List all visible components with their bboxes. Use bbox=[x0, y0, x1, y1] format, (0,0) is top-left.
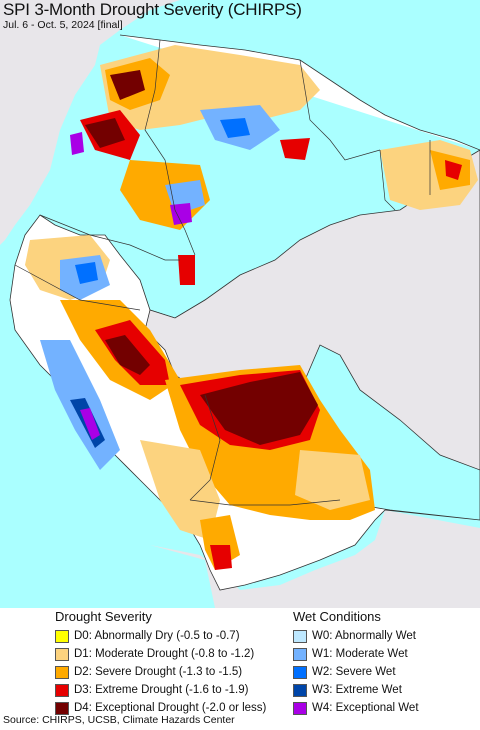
page-title: SPI 3-Month Drought Severity (CHIRPS) bbox=[3, 0, 302, 19]
wet-label: W0: Abnormally Wet bbox=[312, 630, 416, 642]
drought-legend-item: D0: Abnormally Dry (-0.5 to -0.7) bbox=[55, 627, 266, 645]
wet-legend-item: W2: Severe Wet bbox=[293, 663, 419, 681]
drought-legend-item: D2: Severe Drought (-1.3 to -1.5) bbox=[55, 663, 266, 681]
drought-legend-item: D3: Extreme Drought (-1.6 to -1.9) bbox=[55, 681, 266, 699]
wet-label: W2: Severe Wet bbox=[312, 666, 396, 678]
wet-legend-item: W1: Moderate Wet bbox=[293, 645, 419, 663]
legend: Drought Severity D0: Abnormally Dry (-0.… bbox=[0, 608, 480, 715]
country-borders bbox=[14, 39, 431, 506]
d3-south bbox=[210, 545, 232, 570]
w4-pacific bbox=[70, 132, 84, 155]
w4-central bbox=[170, 203, 192, 225]
map-svg bbox=[0, 0, 480, 608]
wet-legend-item: W3: Extreme Wet bbox=[293, 681, 419, 699]
drought-label: D4: Exceptional Drought (-2.0 or less) bbox=[74, 702, 267, 714]
drought-legend-item: D1: Moderate Drought (-0.8 to -1.2) bbox=[55, 645, 266, 663]
outside-land bbox=[0, 0, 180, 245]
w4-peru-coast bbox=[80, 408, 100, 440]
wet-swatch bbox=[293, 683, 307, 697]
wet-legend-item: W4: Exceptional Wet bbox=[293, 699, 419, 717]
drought-label: D1: Moderate Drought (-0.8 to -1.2) bbox=[74, 648, 255, 660]
d3-amazon-edge bbox=[178, 255, 195, 285]
date-range: Jul. 6 - Oct. 5, 2024 [final] bbox=[3, 19, 123, 31]
drought-label: D3: Extreme Drought (-1.6 to -1.9) bbox=[74, 684, 249, 696]
source-credit: Source: CHIRPS, UCSB, Climate Hazards Ce… bbox=[3, 714, 235, 726]
d4-peru bbox=[105, 335, 150, 375]
d1-bolivia-east bbox=[295, 450, 370, 510]
w2-ecuador bbox=[75, 262, 98, 284]
d3-venezuela bbox=[280, 138, 310, 160]
d3-guianas bbox=[445, 160, 462, 180]
drought-heading: Drought Severity bbox=[55, 609, 152, 624]
wet-swatch bbox=[293, 629, 307, 643]
d4-colombia-north bbox=[110, 70, 145, 100]
wet-swatch bbox=[293, 647, 307, 661]
wet-heading: Wet Conditions bbox=[293, 609, 381, 624]
drought-swatch bbox=[55, 665, 69, 679]
drought-swatch bbox=[55, 629, 69, 643]
drought-swatch bbox=[55, 647, 69, 661]
wet-label: W1: Moderate Wet bbox=[312, 648, 408, 660]
drought-label: D2: Severe Drought (-1.3 to -1.5) bbox=[74, 666, 243, 678]
drought-swatch bbox=[55, 701, 69, 715]
wet-swatch bbox=[293, 701, 307, 715]
drought-map bbox=[0, 0, 480, 608]
wet-swatch bbox=[293, 665, 307, 679]
d4-bolivia bbox=[200, 372, 318, 445]
w2-venezuela bbox=[220, 118, 250, 138]
d1-andes bbox=[140, 440, 220, 540]
wet-legend: Wet Conditions W0: Abnormally Wet W1: Mod… bbox=[293, 608, 419, 717]
drought-legend-item: D4: Exceptional Drought (-2.0 or less) bbox=[55, 699, 266, 717]
drought-legend: Drought Severity D0: Abnormally Dry (-0.… bbox=[55, 608, 266, 717]
drought-label: D0: Abnormally Dry (-0.5 to -0.7) bbox=[74, 630, 240, 642]
title-block: SPI 3-Month Drought Severity (CHIRPS) Ju… bbox=[3, 0, 302, 31]
wet-legend-item: W0: Abnormally Wet bbox=[293, 627, 419, 645]
d4-colombia bbox=[85, 118, 125, 148]
drought-swatch bbox=[55, 683, 69, 697]
wet-label: W3: Extreme Wet bbox=[312, 684, 402, 696]
wet-label: W4: Exceptional Wet bbox=[312, 702, 419, 714]
